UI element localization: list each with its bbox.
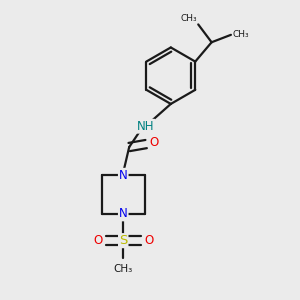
- Text: S: S: [119, 234, 128, 247]
- Text: CH₃: CH₃: [114, 264, 133, 274]
- Text: CH₃: CH₃: [232, 30, 249, 39]
- Text: N: N: [119, 169, 128, 182]
- Text: O: O: [150, 136, 159, 149]
- Text: O: O: [144, 234, 153, 247]
- Text: O: O: [93, 234, 103, 247]
- Text: NH: NH: [137, 120, 154, 133]
- Text: CH₃: CH₃: [180, 14, 197, 23]
- Text: N: N: [119, 207, 128, 220]
